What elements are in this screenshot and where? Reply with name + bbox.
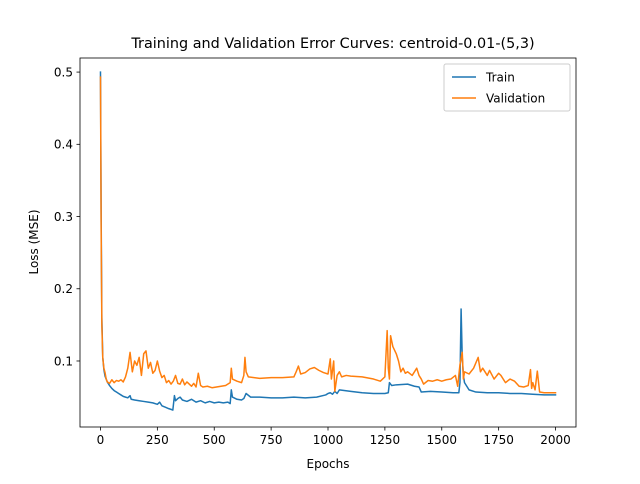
series-line-validation bbox=[99, 76, 557, 394]
x-axis-label: Epochs bbox=[307, 457, 350, 471]
x-tick-label: 1000 bbox=[313, 433, 344, 447]
axes-layer: 0 250 500 750 1000 1250 1500 1750 2000 0.1 0.2 0.3 0… bbox=[54, 57, 577, 447]
series-line-train bbox=[99, 71, 557, 411]
x-tick-label: 250 bbox=[146, 433, 169, 447]
y-tick-label: 0.2 bbox=[54, 282, 73, 296]
y-tick-label: 0.5 bbox=[54, 65, 73, 79]
x-tick-label: 1500 bbox=[426, 433, 457, 447]
series-layer bbox=[99, 71, 557, 411]
chart-title: Training and Validation Error Curves: ce… bbox=[130, 36, 534, 52]
legend: Train Validation bbox=[443, 63, 571, 112]
x-tick-label: 0 bbox=[97, 433, 105, 447]
y-tick-label: 0.1 bbox=[54, 354, 73, 368]
y-tick-label: 0.3 bbox=[54, 210, 73, 224]
legend-label-validation: Validation bbox=[486, 92, 545, 106]
legend-label-train: Train bbox=[485, 71, 515, 85]
legend-box bbox=[443, 63, 571, 112]
y-axis-label: Loss (MSE) bbox=[27, 209, 41, 274]
x-tick-label: 2000 bbox=[540, 433, 571, 447]
y-tick-label: 0.4 bbox=[54, 138, 73, 152]
x-tick-label: 500 bbox=[203, 433, 226, 447]
x-tick-label: 1250 bbox=[370, 433, 401, 447]
x-tick-label: 750 bbox=[260, 433, 283, 447]
x-tick-label: 1750 bbox=[483, 433, 514, 447]
